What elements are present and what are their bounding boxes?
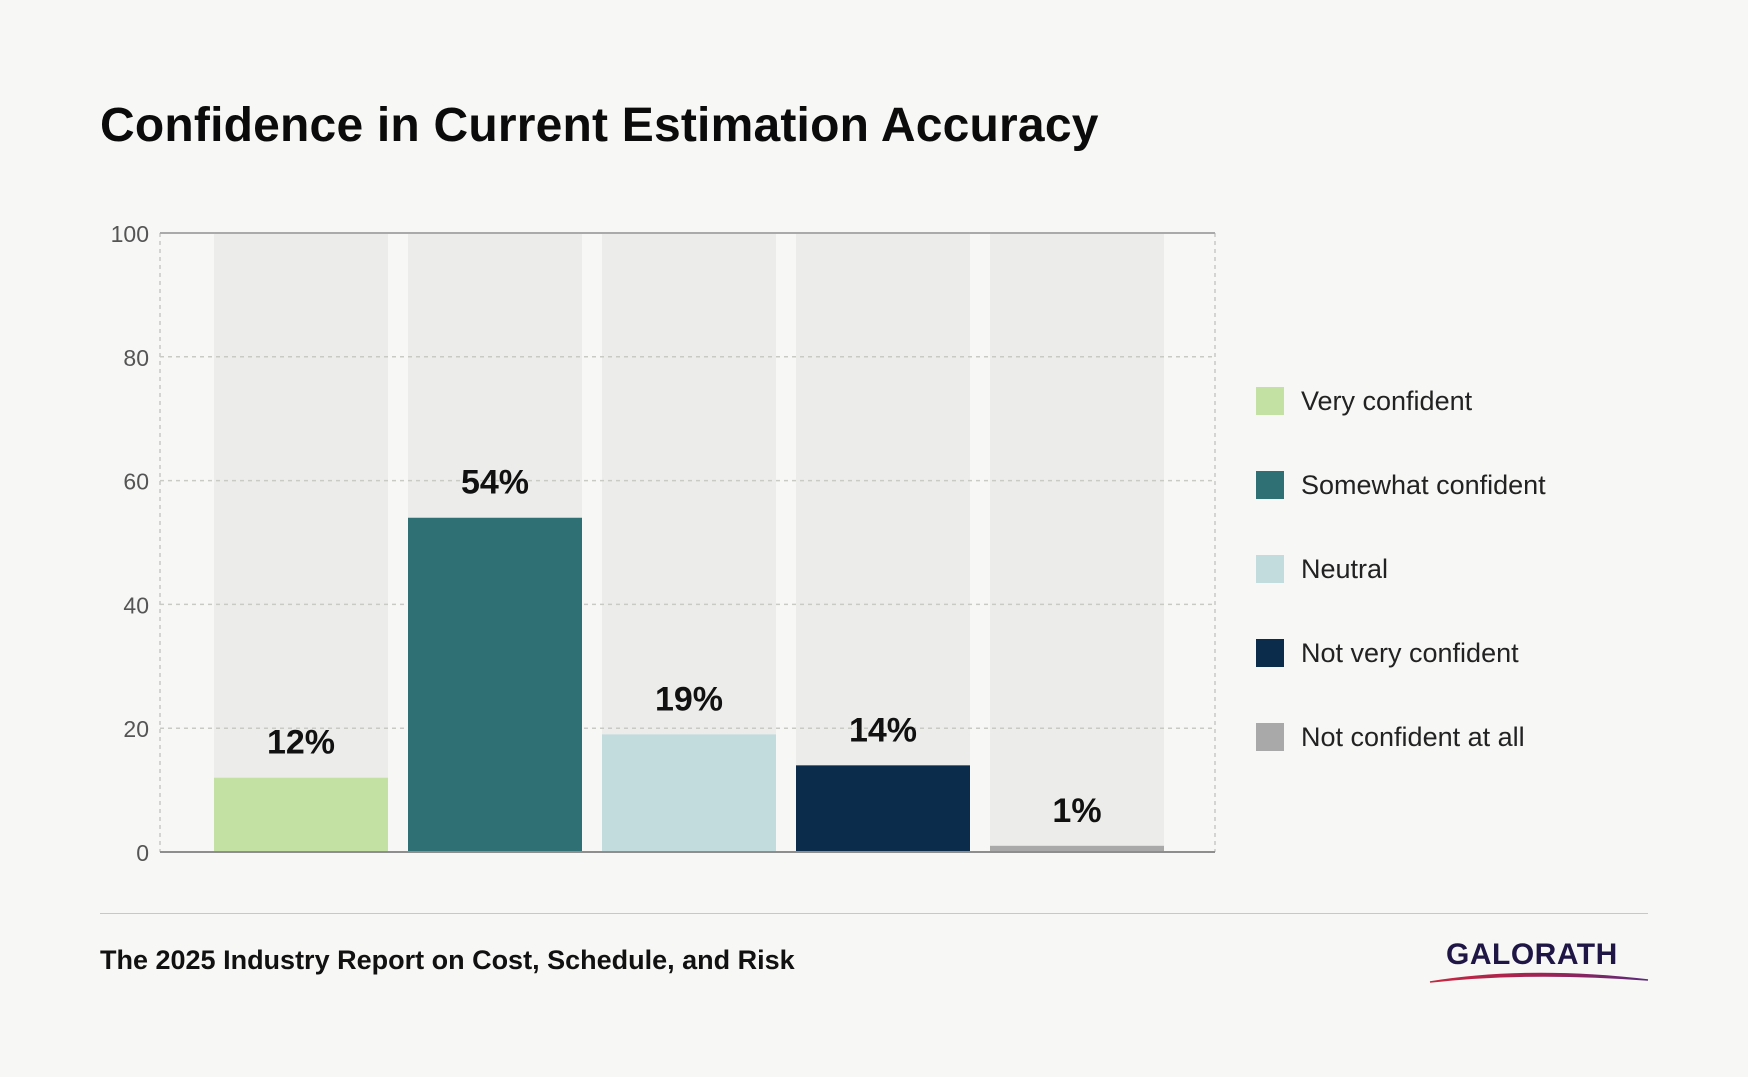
logo-wordmark: GALORATH (1446, 938, 1618, 971)
legend-label: Somewhat confident (1301, 469, 1546, 500)
data-label: 19% (655, 680, 723, 718)
data-label: 12% (267, 724, 335, 762)
legend-item-not-very-confident: Not very confident (1256, 611, 1546, 695)
y-tick-label: 0 (136, 840, 149, 866)
legend-swatch (1256, 723, 1284, 751)
bar (408, 517, 582, 852)
chart-legend: Very confident Somewhat confident Neutra… (1256, 359, 1546, 779)
y-tick-label: 40 (123, 592, 149, 618)
bar-background-lane (796, 233, 970, 852)
data-label: 1% (1052, 792, 1101, 830)
bar (990, 845, 1164, 852)
bar (214, 777, 388, 852)
y-tick-label: 80 (123, 345, 149, 371)
y-tick-label: 20 (123, 716, 149, 742)
legend-item-very-confident: Very confident (1256, 359, 1546, 443)
legend-item-somewhat-confident: Somewhat confident (1256, 443, 1546, 527)
logo-swoosh-icon (1429, 972, 1649, 983)
chart-title: Confidence in Current Estimation Accurac… (100, 99, 1099, 152)
legend-swatch (1256, 387, 1284, 415)
footer-divider (100, 913, 1648, 914)
legend-label: Very confident (1301, 385, 1473, 416)
y-tick-label: 100 (111, 221, 149, 247)
legend-label: Neutral (1301, 553, 1389, 584)
bar-background-lane (990, 233, 1164, 852)
legend-item-neutral: Neutral (1256, 527, 1546, 611)
bar (796, 765, 970, 852)
legend-label: Not confident at all (1301, 721, 1525, 752)
galorath-logo: GALORATH (1428, 938, 1650, 986)
legend-swatch (1256, 555, 1284, 583)
bar (602, 734, 776, 852)
legend-label: Not very confident (1301, 637, 1519, 668)
y-tick-label: 60 (123, 469, 149, 495)
legend-swatch (1256, 471, 1284, 499)
data-label: 54% (461, 464, 529, 502)
bar-background-lane (214, 233, 388, 852)
data-label: 14% (849, 711, 917, 749)
source-caption: The 2025 Industry Report on Cost, Schedu… (100, 945, 795, 975)
legend-swatch (1256, 639, 1284, 667)
legend-item-not-confident-at-all: Not confident at all (1256, 695, 1546, 779)
